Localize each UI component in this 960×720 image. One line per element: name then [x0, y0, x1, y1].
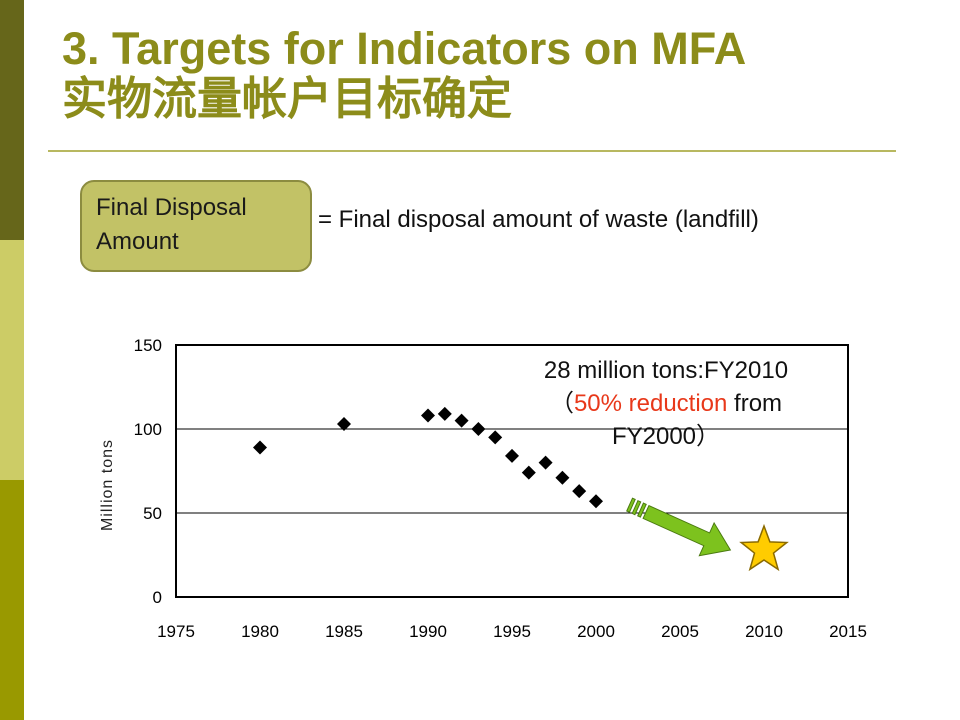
side-bar-top — [0, 0, 24, 240]
data-point-1995 — [505, 448, 519, 463]
term-label-line2: Amount — [96, 228, 179, 255]
annotation-line2: （50% reduction from — [496, 387, 836, 420]
trend-arrow — [626, 497, 732, 557]
slide-title: 3. Targets for Indicators on MFA 实物流量帐户目… — [62, 24, 746, 124]
annotation-highlight: 50% reduction — [573, 390, 728, 417]
data-point-1994 — [488, 430, 503, 445]
data-point-1997 — [538, 455, 553, 470]
x-tick-1985: 1985 — [325, 622, 363, 641]
slide-title-line2: 实物流量帐户目标确定 — [62, 73, 513, 124]
chart-gridlines — [176, 428, 848, 514]
term-box: Final Disposal Amount — [80, 180, 312, 272]
data-point-1993 — [471, 422, 486, 436]
y-tick-labels: 0 50 100 150 — [134, 336, 162, 607]
data-point-1990 — [421, 408, 435, 423]
annotation-open-paren: （ — [549, 390, 574, 417]
target-star-icon — [739, 523, 789, 572]
data-point-1985 — [337, 416, 351, 431]
x-tick-2015: 2015 — [829, 622, 867, 641]
arrow-stripe-1 — [626, 497, 636, 513]
arrow-stripe-3 — [637, 502, 647, 518]
annotation-line1: 28 million tons:FY2010 — [543, 357, 789, 384]
data-point-2000 — [589, 494, 603, 509]
data-point-1991 — [437, 406, 452, 421]
data-point-1992 — [454, 413, 469, 428]
y-tick-50: 50 — [143, 504, 162, 523]
x-tick-1990: 1990 — [409, 622, 447, 641]
target-annotation: 28 million tons:FY2010 （50% reduction fr… — [496, 354, 836, 453]
target-marker — [739, 523, 789, 572]
x-tick-2005: 2005 — [661, 622, 699, 641]
term-definition: = Final disposal amount of waste (landfi… — [318, 206, 759, 233]
x-tick-labels: 1975 1980 1985 1990 1995 2000 2005 2010 2015 — [157, 622, 867, 641]
data-point-1998 — [555, 470, 570, 485]
title-divider — [48, 150, 896, 152]
y-tick-150: 150 — [134, 336, 162, 355]
side-bar-middle — [0, 240, 24, 480]
side-bar-bottom — [0, 480, 24, 720]
term-label-line1: Final Disposal — [96, 194, 247, 221]
data-point-1980 — [253, 440, 267, 455]
data-points — [253, 406, 603, 509]
x-tick-1980: 1980 — [241, 622, 279, 641]
x-tick-2010: 2010 — [745, 622, 783, 641]
annotation-line3: FY2000） — [611, 423, 721, 450]
data-point-1999 — [572, 484, 587, 499]
data-point-1996 — [521, 465, 536, 480]
y-tick-100: 100 — [134, 420, 162, 439]
x-tick-2000: 2000 — [577, 622, 615, 641]
x-tick-1995: 1995 — [493, 622, 531, 641]
y-axis-label: Million tons — [99, 438, 116, 532]
x-tick-1975: 1975 — [157, 622, 195, 641]
annotation-from: from — [727, 390, 783, 417]
y-tick-0: 0 — [153, 588, 162, 607]
arrow-stripe-2 — [631, 500, 642, 516]
slide-title-line1: 3. Targets for Indicators on MFA — [62, 23, 747, 74]
plot-frame — [175, 344, 849, 598]
arrow-body — [642, 504, 732, 557]
